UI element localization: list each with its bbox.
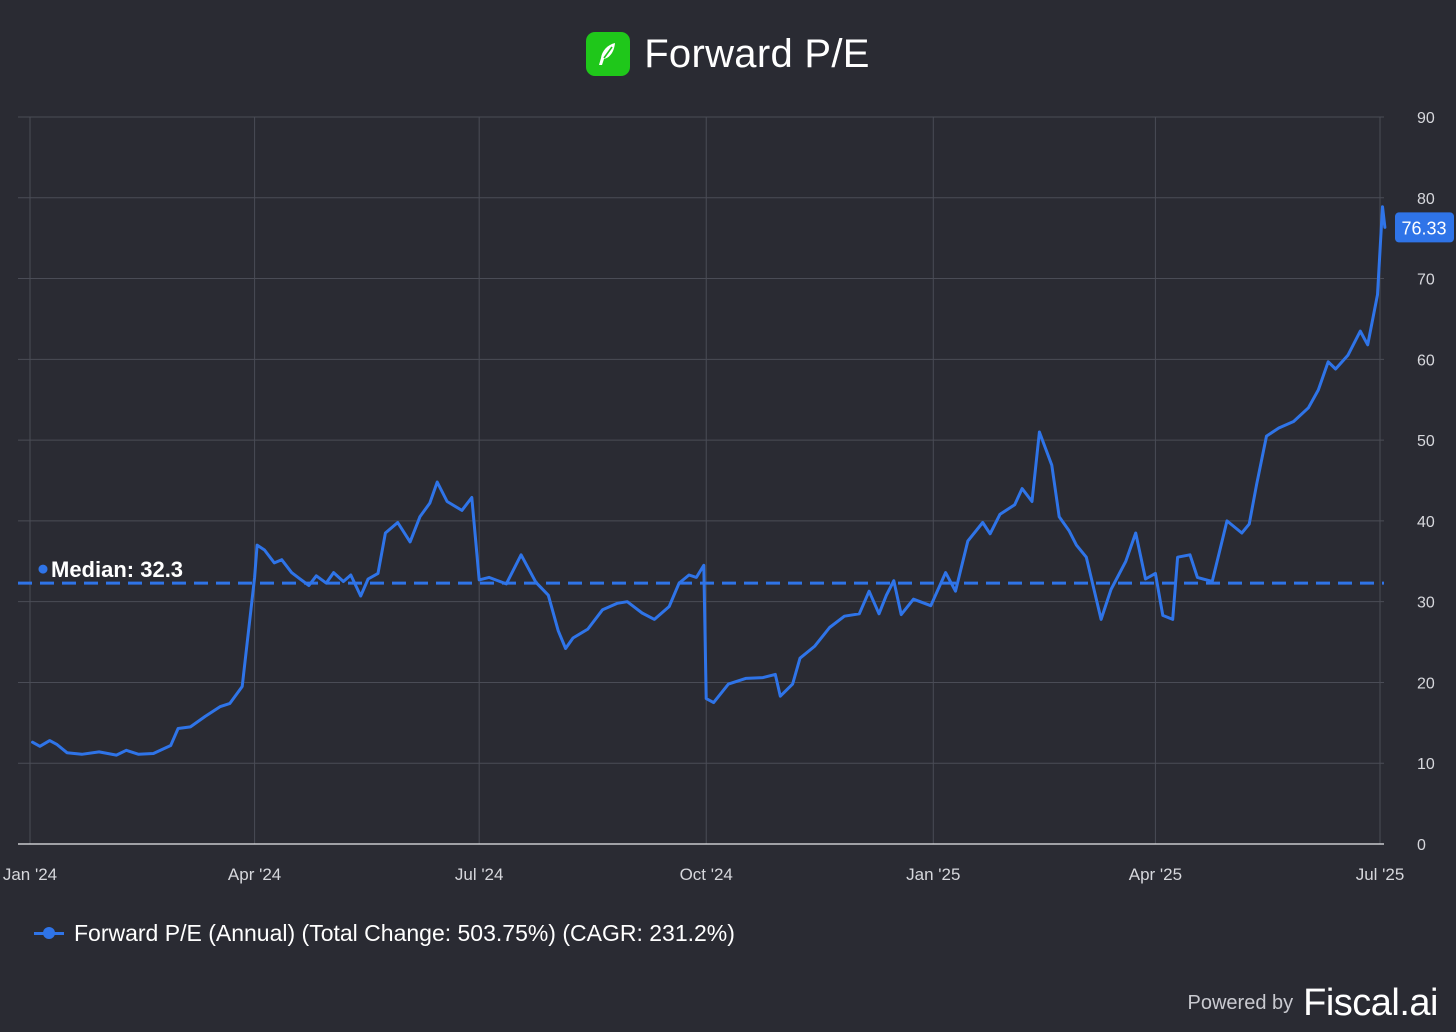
chart-legend[interactable]: Forward P/E (Annual) (Total Change: 503.… xyxy=(34,918,735,948)
powered-by-label: Powered by xyxy=(1187,991,1294,1014)
fiscal-ai-logo: Fiscal.ai xyxy=(1303,981,1438,1024)
x-tick-label: Jul '24 xyxy=(455,865,504,884)
median-label: Median: 32.3 xyxy=(51,557,183,582)
y-tick-label: 20 xyxy=(1417,675,1435,692)
chart-header: Forward P/E xyxy=(0,26,1456,82)
y-tick-label: 80 xyxy=(1417,191,1435,208)
y-tick-label: 30 xyxy=(1417,595,1435,612)
y-tick-label: 90 xyxy=(1417,110,1435,127)
median-dot-icon xyxy=(38,564,48,574)
robinhood-feather-icon xyxy=(586,32,631,76)
powered-by-footer[interactable]: Powered by Fiscal.ai xyxy=(1188,978,1439,1028)
x-tick-label: Jul '25 xyxy=(1356,865,1405,884)
legend-swatch-icon xyxy=(34,926,64,940)
y-tick-label: 70 xyxy=(1417,272,1435,289)
y-tick-label: 0 xyxy=(1417,837,1426,854)
x-tick-label: Jan '24 xyxy=(3,865,57,884)
x-tick-label: Jan '25 xyxy=(906,865,960,884)
series-line-forward-pe[interactable] xyxy=(31,205,1387,757)
x-tick-label: Apr '24 xyxy=(228,865,281,884)
y-tick-label: 40 xyxy=(1417,514,1435,531)
y-tick-label: 10 xyxy=(1417,756,1435,773)
last-value-label: 76.33 xyxy=(1401,218,1446,238)
chart-plot: 0 10 20 30 40 50 60 70 80 90 Jan '24 Apr '24 Jul '24… xyxy=(3,110,1454,884)
x-tick-label: Oct '24 xyxy=(680,865,733,884)
legend-label: Forward P/E (Annual) (Total Change: 503.… xyxy=(74,919,735,946)
y-tick-label: 50 xyxy=(1417,433,1435,450)
x-tick-label: Apr '25 xyxy=(1129,865,1182,884)
last-value-badge xyxy=(1395,212,1454,243)
chart-title: Forward P/E xyxy=(644,31,870,76)
y-tick-label: 60 xyxy=(1417,352,1435,369)
